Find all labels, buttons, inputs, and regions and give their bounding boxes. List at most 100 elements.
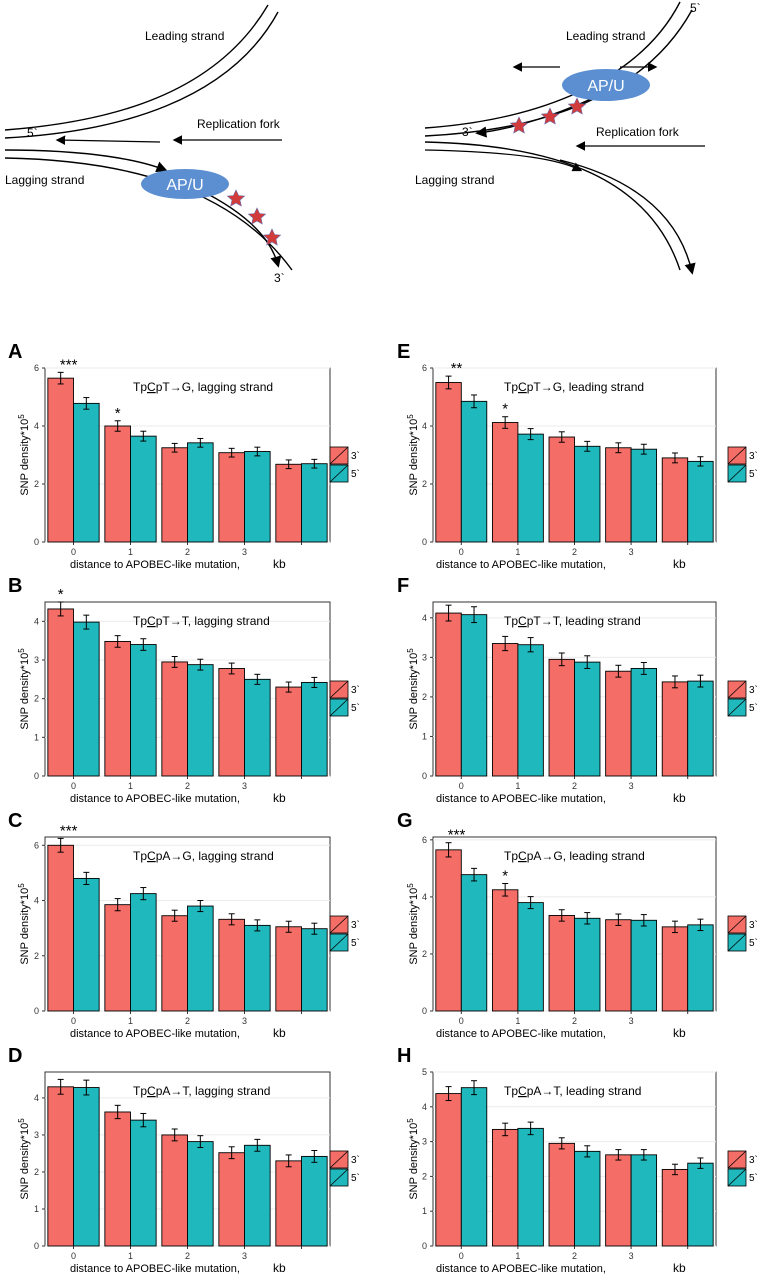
bar-5prime bbox=[187, 1141, 214, 1247]
left-leading-label: Leading strand bbox=[145, 29, 224, 43]
significance-marker: ** bbox=[451, 360, 463, 377]
y-tick-label: 0 bbox=[34, 537, 39, 547]
left-five-prime: 5` bbox=[27, 126, 38, 140]
y-tick-label: 4 bbox=[422, 421, 427, 431]
y-axis-label: SNP density*105 bbox=[406, 1118, 420, 1200]
bar-3prime bbox=[491, 422, 519, 543]
y-tick-label: 4 bbox=[34, 1093, 39, 1103]
x-tick-label: 0 bbox=[71, 547, 76, 557]
x-tick-label: 0 bbox=[71, 1251, 76, 1261]
x-axis-unit: kb bbox=[273, 557, 286, 570]
bar-3prime bbox=[275, 1160, 302, 1247]
x-tick-label: 1 bbox=[128, 1251, 133, 1261]
panel-letter: F bbox=[397, 575, 410, 597]
bar-5prime bbox=[130, 1119, 157, 1247]
y-tick-label: 0 bbox=[34, 1006, 39, 1016]
x-axis-unit: kb bbox=[673, 791, 686, 804]
bar-5prime bbox=[301, 1155, 328, 1247]
y-tick-label: 4 bbox=[34, 616, 39, 626]
star-icon bbox=[262, 228, 282, 246]
y-tick-label: 3 bbox=[34, 1130, 39, 1140]
panel-title: TpCpA→T, lagging strand bbox=[133, 1084, 270, 1098]
bar-3prime bbox=[491, 643, 519, 777]
x-tick-label: 2 bbox=[185, 1251, 190, 1261]
chart-panel-c: 0 2 4 6 0 1 2 3 *** TpCpA→G, lagging strand SNP de… bbox=[0, 804, 381, 1039]
bar-5prime bbox=[130, 435, 157, 543]
x-tick-label: 0 bbox=[459, 781, 464, 791]
bar-3prime bbox=[491, 1128, 519, 1247]
star-icon bbox=[226, 189, 246, 207]
bar-3prime bbox=[661, 1168, 689, 1247]
bar-3prime bbox=[218, 918, 245, 1012]
bar-3prime bbox=[104, 425, 131, 543]
bar-3prime bbox=[104, 640, 131, 777]
bar-3prime bbox=[605, 670, 632, 777]
bar-3prime bbox=[435, 612, 462, 777]
bar-5prime bbox=[460, 1087, 488, 1247]
bar-3prime bbox=[47, 1086, 74, 1247]
y-tick-label: 5 bbox=[422, 1067, 427, 1077]
x-axis-label: distance to APOBEC-like mutation, bbox=[70, 559, 240, 570]
bar-5prime bbox=[187, 905, 214, 1012]
x-axis-unit: kb bbox=[673, 1026, 686, 1039]
bar-3prime bbox=[548, 914, 575, 1012]
bar-5prime bbox=[130, 893, 157, 1012]
bar-3prime bbox=[161, 447, 188, 543]
panel-letter: C bbox=[8, 810, 23, 832]
y-axis-label: SNP density*105 bbox=[17, 414, 31, 496]
bar-3prime bbox=[435, 849, 462, 1012]
x-tick-label: 1 bbox=[515, 1251, 520, 1261]
y-tick-label: 4 bbox=[422, 892, 427, 902]
bar-5prime bbox=[630, 919, 658, 1012]
left-leading-strand-outer bbox=[4, 4, 269, 131]
panel-title: TpCpT→T, lagging strand bbox=[133, 614, 270, 628]
star-icon bbox=[509, 116, 529, 134]
right-leading-label: Leading strand bbox=[566, 29, 645, 43]
bar-5prime bbox=[73, 402, 100, 543]
y-tick-label: 0 bbox=[422, 537, 427, 547]
left-leading-strand-inner bbox=[4, 11, 279, 139]
bar-5prime bbox=[187, 442, 214, 543]
legend-label: 5` bbox=[749, 702, 758, 714]
bar-5prime bbox=[630, 448, 658, 543]
legend-key-slash bbox=[329, 698, 349, 717]
y-tick-label: 0 bbox=[422, 1006, 427, 1016]
star-icon bbox=[540, 107, 560, 125]
legend-label: 3` bbox=[351, 919, 360, 931]
chart-panel-g: 0 2 4 6 0 1 2 3 *** * TpCpA→G, leading strand SNP d… bbox=[381, 804, 762, 1039]
bar-3prime bbox=[161, 915, 188, 1012]
y-tick-label: 6 bbox=[422, 363, 427, 373]
chart-panel-e: 0 2 4 6 0 1 2 3 ** * TpCpT→G, leading strand SNP de… bbox=[381, 335, 762, 570]
bar-5prime bbox=[301, 681, 328, 777]
panel-title: TpCpT→G, leading strand bbox=[504, 380, 644, 394]
bar-3prime bbox=[161, 1134, 188, 1247]
legend-key-slash bbox=[727, 1150, 747, 1169]
x-axis-label: distance to APOBEC-like mutation, bbox=[436, 559, 606, 570]
x-tick-label: 1 bbox=[128, 547, 133, 557]
y-tick-label: 2 bbox=[422, 479, 427, 489]
panel-letter: E bbox=[397, 341, 411, 363]
bar-3prime bbox=[275, 686, 302, 777]
bar-5prime bbox=[630, 667, 658, 777]
legend-key-slash bbox=[727, 464, 747, 483]
bar-3prime bbox=[47, 844, 74, 1012]
right-fork-label: Replication fork bbox=[596, 125, 680, 139]
bar-5prime bbox=[630, 1154, 658, 1247]
chart-panel-b: 0 1 2 3 4 0 1 2 3 * TpCpT→T, lagging strand SNP den… bbox=[0, 569, 381, 804]
panel-letter: D bbox=[8, 1045, 23, 1067]
x-axis-unit: kb bbox=[673, 1261, 686, 1274]
y-tick-label: 6 bbox=[34, 840, 39, 850]
legend-label: 3` bbox=[749, 450, 758, 462]
x-tick-label: 3 bbox=[629, 547, 634, 557]
bar-5prime bbox=[244, 1144, 271, 1247]
y-tick-label: 1 bbox=[34, 732, 39, 742]
x-tick-label: 2 bbox=[185, 1016, 190, 1026]
bar-3prime bbox=[605, 447, 632, 543]
legend-key-slash bbox=[727, 698, 747, 717]
x-axis-unit: kb bbox=[273, 1026, 286, 1039]
x-tick-label: 0 bbox=[71, 781, 76, 791]
right-enzyme-label: AP/U bbox=[587, 78, 624, 95]
right-schematic: Leading strand Replication fork Lagging … bbox=[415, 1, 705, 275]
x-tick-label: 3 bbox=[242, 547, 247, 557]
